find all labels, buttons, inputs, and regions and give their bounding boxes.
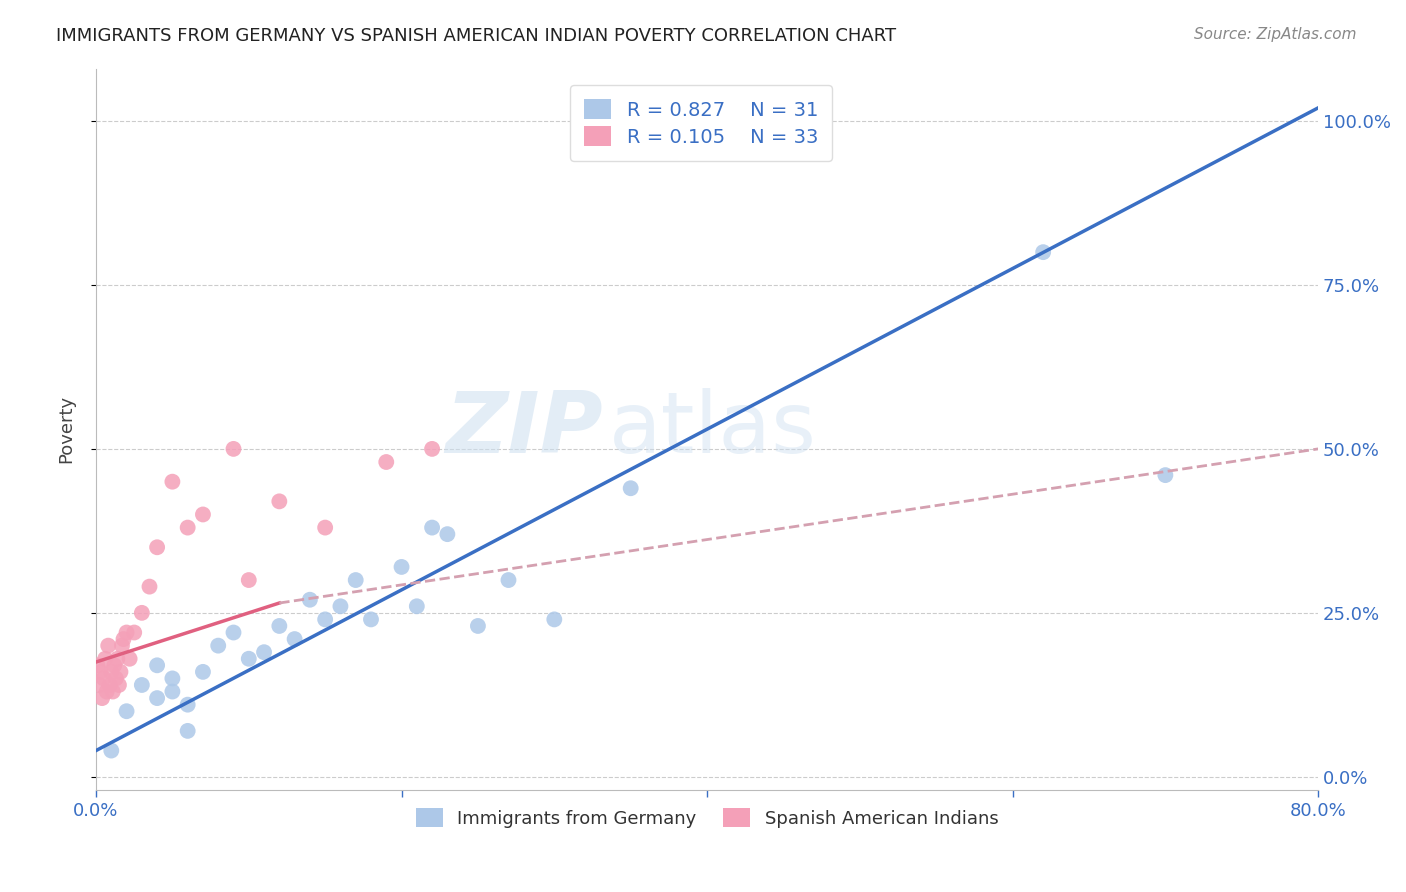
Point: [162, 672, 184, 686]
Point: [162, 684, 184, 698]
Point: [108, 678, 131, 692]
Point: [87, 678, 110, 692]
Point: [93, 672, 115, 686]
Point: [391, 560, 413, 574]
Point: [498, 573, 520, 587]
Point: [97, 639, 120, 653]
Legend: Immigrants from Germany, Spanish American Indians: Immigrants from Germany, Spanish America…: [408, 801, 1005, 835]
Point: [131, 606, 153, 620]
Text: Source: ZipAtlas.com: Source: ZipAtlas.com: [1194, 27, 1357, 42]
Point: [101, 684, 124, 698]
Point: [138, 580, 160, 594]
Text: IMMIGRANTS FROM GERMANY VS SPANISH AMERICAN INDIAN POVERTY CORRELATION CHART: IMMIGRANTS FROM GERMANY VS SPANISH AMERI…: [56, 27, 897, 45]
Point: [110, 665, 132, 679]
Point: [360, 612, 382, 626]
Point: [314, 520, 336, 534]
Text: atlas: atlas: [609, 388, 817, 471]
Point: [122, 625, 145, 640]
Point: [146, 658, 169, 673]
Point: [86, 658, 108, 673]
Point: [115, 704, 138, 718]
Y-axis label: Poverty: Poverty: [58, 395, 75, 463]
Point: [1032, 245, 1054, 260]
Point: [222, 442, 245, 456]
Point: [94, 652, 117, 666]
Point: [100, 743, 122, 757]
Point: [162, 475, 184, 489]
Text: ZIP: ZIP: [446, 388, 603, 471]
Point: [112, 632, 135, 646]
Point: [191, 508, 214, 522]
Point: [131, 678, 153, 692]
Point: [269, 619, 291, 633]
Point: [146, 541, 169, 555]
Point: [298, 592, 321, 607]
Point: [176, 723, 198, 738]
Point: [238, 652, 260, 666]
Point: [375, 455, 398, 469]
Point: [344, 573, 367, 587]
Point: [253, 645, 276, 659]
Point: [176, 520, 198, 534]
Point: [90, 665, 112, 679]
Point: [146, 691, 169, 706]
Point: [238, 573, 260, 587]
Point: [100, 665, 122, 679]
Point: [620, 481, 643, 495]
Point: [405, 599, 427, 614]
Point: [284, 632, 307, 646]
Point: [91, 691, 114, 706]
Point: [222, 625, 245, 640]
Point: [329, 599, 352, 614]
Point: [467, 619, 489, 633]
Point: [105, 652, 128, 666]
Point: [543, 612, 565, 626]
Point: [176, 698, 198, 712]
Point: [118, 652, 141, 666]
Point: [103, 658, 125, 673]
Point: [1154, 468, 1177, 483]
Point: [111, 639, 134, 653]
Point: [420, 520, 443, 534]
Point: [98, 678, 121, 692]
Point: [207, 639, 229, 653]
Point: [191, 665, 214, 679]
Point: [420, 442, 443, 456]
Point: [115, 625, 138, 640]
Point: [436, 527, 458, 541]
Point: [104, 672, 127, 686]
Point: [96, 684, 118, 698]
Point: [269, 494, 291, 508]
Point: [314, 612, 336, 626]
